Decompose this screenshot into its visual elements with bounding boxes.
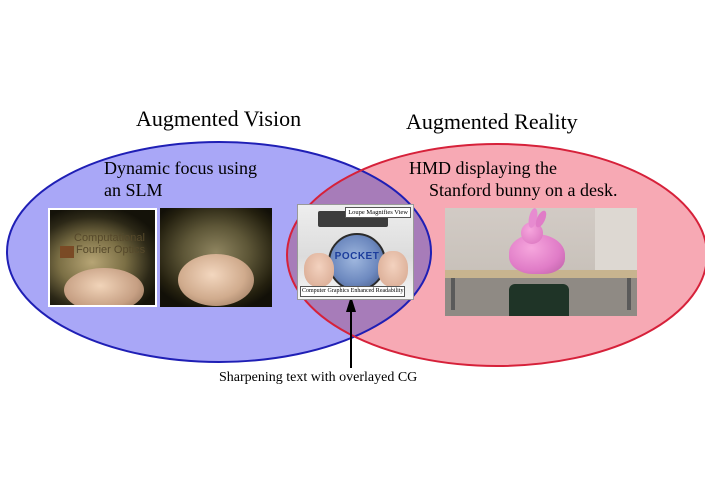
augmented-vision-description-line2: an SLM (104, 180, 163, 200)
pocket-overlay-text: POCKET (334, 251, 380, 262)
right-hand-shape (378, 251, 408, 287)
fingertip-shape-far (178, 254, 254, 306)
book-spine-shape (60, 246, 74, 258)
augmented-reality-outline (286, 143, 705, 367)
fingertip-shape (64, 268, 144, 305)
enhanced-readability-label: Computer Graphics Enhanced Readability (300, 286, 406, 297)
loupe-magnifies-label: Loupe Magnifies View (345, 207, 411, 218)
desk-chair (509, 284, 569, 316)
augmented-vision-description-line1: Dynamic focus using (104, 158, 257, 178)
left-hand-shape (304, 253, 334, 287)
slm-focus-photo-near: Computational Fourier Optics (48, 208, 157, 307)
augmented-reality-description-line2: Stanford bunny on a desk. (429, 180, 618, 200)
desk-top (445, 270, 637, 278)
slm-focus-photo-far (160, 208, 272, 307)
augmented-vision-title: Augmented Vision (136, 106, 302, 131)
wall-panel (595, 208, 637, 270)
stanford-bunny-photo (445, 208, 637, 316)
intersection-caption: Sharpening text with overlayed CG (219, 370, 418, 385)
augmented-reality-description: HMD displaying the Stanford bunny on a d… (409, 157, 617, 201)
augmented-reality-title: Augmented Reality (406, 109, 578, 134)
augmented-vision-outline (6, 141, 432, 363)
augmented-reality-description-line1: HMD displaying the (409, 158, 557, 178)
loupe-magnifier-photo: POCKET Loupe Magnifies View Computer Gra… (297, 204, 414, 300)
intersection-region (287, 144, 431, 362)
caption-arrow-head (346, 296, 356, 312)
loupe-lens (328, 233, 386, 291)
augmented-vision-description: Dynamic focus using an SLM (104, 157, 257, 201)
desk-leg-left (451, 278, 455, 310)
desk-leg-right (627, 278, 631, 310)
fourier-optics-overlay-text: Computational Fourier Optics (74, 232, 146, 256)
